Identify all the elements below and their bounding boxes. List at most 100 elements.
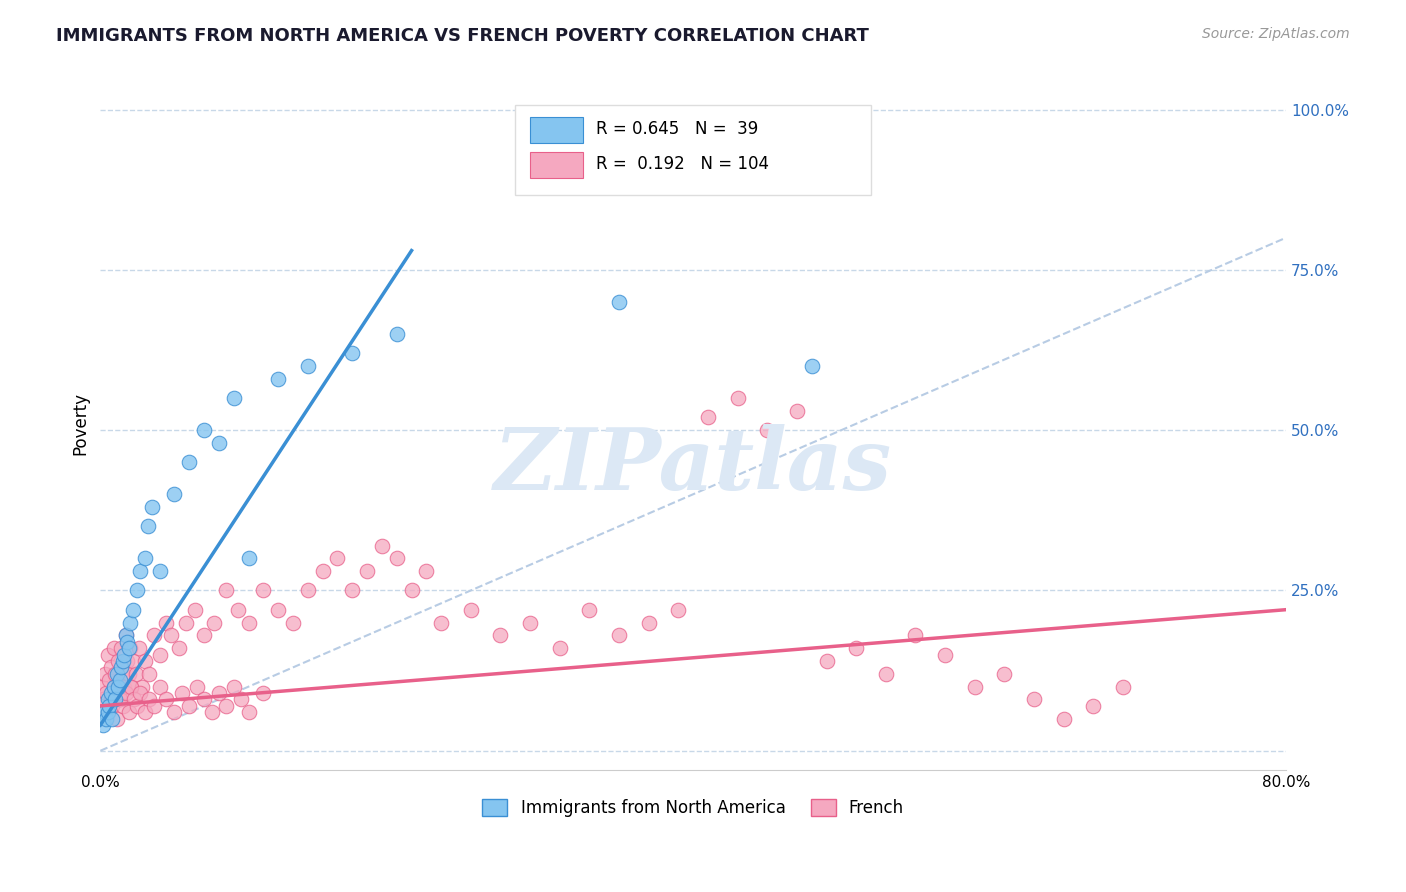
Point: [155, 692, 177, 706]
Point: [401, 583, 423, 598]
Point: [142, 698, 165, 713]
Point: [160, 628, 183, 642]
Point: [134, 551, 156, 566]
Point: [110, 660, 132, 674]
Point: [111, 654, 134, 668]
Point: [108, 692, 131, 706]
FancyBboxPatch shape: [530, 117, 583, 144]
Point: [756, 423, 779, 437]
Text: Source: ZipAtlas.com: Source: ZipAtlas.com: [1202, 27, 1350, 41]
Point: [385, 551, 408, 566]
Point: [101, 712, 124, 726]
Point: [90, 680, 112, 694]
Text: R = 0.645   N =  39: R = 0.645 N = 39: [596, 120, 758, 138]
Point: [149, 564, 172, 578]
Point: [297, 583, 319, 598]
Point: [385, 326, 408, 341]
Point: [578, 603, 600, 617]
FancyBboxPatch shape: [516, 105, 870, 195]
Point: [105, 680, 128, 694]
Point: [904, 628, 927, 642]
Point: [326, 551, 349, 566]
Point: [91, 718, 114, 732]
Point: [131, 680, 153, 694]
Point: [666, 603, 689, 617]
Point: [128, 641, 150, 656]
Point: [111, 666, 134, 681]
Point: [163, 706, 186, 720]
Point: [149, 648, 172, 662]
Point: [108, 673, 131, 688]
Point: [100, 660, 122, 674]
Point: [121, 680, 143, 694]
Point: [607, 294, 630, 309]
Point: [204, 615, 226, 630]
Point: [155, 615, 177, 630]
Point: [311, 564, 333, 578]
Point: [136, 519, 159, 533]
Point: [1083, 698, 1105, 713]
Point: [94, 666, 117, 681]
Point: [134, 706, 156, 720]
Point: [138, 666, 160, 681]
Point: [200, 706, 222, 720]
Point: [193, 628, 215, 642]
Point: [548, 641, 571, 656]
Point: [297, 359, 319, 373]
Point: [134, 654, 156, 668]
Point: [163, 487, 186, 501]
Point: [238, 706, 260, 720]
Point: [460, 603, 482, 617]
Point: [186, 680, 208, 694]
Point: [96, 686, 118, 700]
Point: [114, 686, 136, 700]
Point: [800, 359, 823, 373]
Point: [114, 628, 136, 642]
Point: [215, 698, 238, 713]
Point: [1112, 680, 1135, 694]
Point: [167, 641, 190, 656]
Point: [105, 712, 128, 726]
Point: [125, 666, 148, 681]
Point: [104, 692, 127, 706]
Point: [127, 698, 149, 713]
FancyBboxPatch shape: [530, 152, 583, 178]
Point: [103, 680, 125, 694]
Point: [208, 436, 231, 450]
Point: [112, 680, 135, 694]
Point: [222, 680, 245, 694]
Point: [117, 706, 139, 720]
Point: [108, 692, 131, 706]
Point: [98, 673, 121, 688]
Point: [176, 615, 198, 630]
Point: [138, 692, 160, 706]
Point: [97, 692, 120, 706]
Point: [114, 628, 136, 642]
Point: [179, 455, 201, 469]
Point: [875, 666, 897, 681]
Point: [141, 500, 163, 514]
Point: [100, 686, 122, 700]
Point: [786, 404, 808, 418]
Point: [118, 615, 141, 630]
Point: [208, 686, 231, 700]
Point: [115, 654, 138, 668]
Point: [215, 583, 238, 598]
Point: [105, 666, 128, 681]
Point: [103, 641, 125, 656]
Point: [697, 410, 720, 425]
Point: [193, 423, 215, 437]
Point: [111, 698, 134, 713]
Point: [94, 706, 117, 720]
Point: [122, 603, 145, 617]
Text: ZIPatlas: ZIPatlas: [494, 424, 893, 507]
Point: [371, 539, 394, 553]
Point: [98, 698, 121, 713]
Point: [117, 666, 139, 681]
Point: [117, 641, 139, 656]
Point: [104, 666, 127, 681]
Point: [963, 680, 986, 694]
Point: [115, 634, 138, 648]
Point: [184, 603, 207, 617]
Point: [170, 686, 193, 700]
